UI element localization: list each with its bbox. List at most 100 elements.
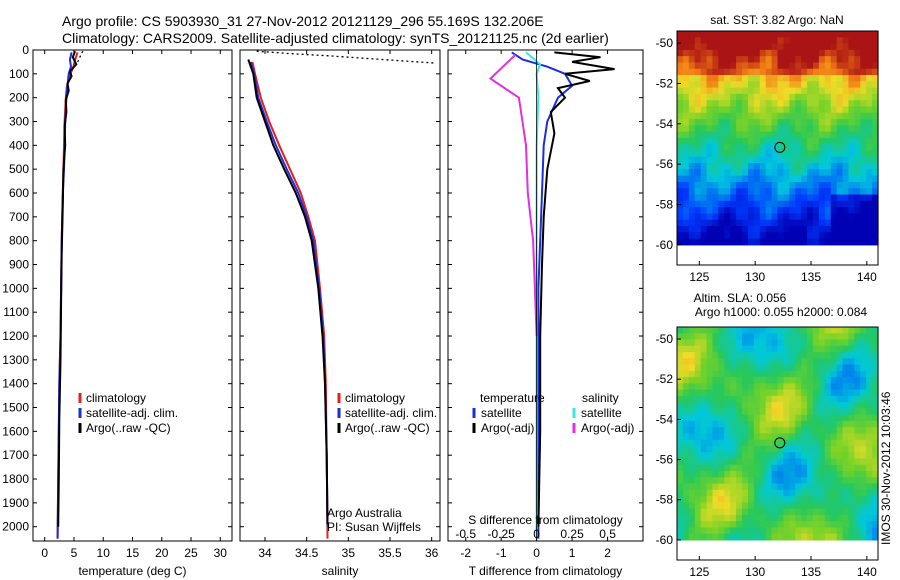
heatmap-cell <box>771 471 779 478</box>
heatmap-cell <box>783 112 790 120</box>
heatmap-cell <box>753 408 761 416</box>
heatmap-cell <box>860 333 867 341</box>
heatmap-cell <box>807 471 814 478</box>
heatmap-cell <box>753 508 761 516</box>
heatmap-cell <box>777 49 785 57</box>
heatmap-cell <box>677 156 684 164</box>
heatmap-cell <box>824 333 832 341</box>
heatmap-cell <box>718 232 725 240</box>
heatmap-cell <box>718 471 725 478</box>
heatmap-cell <box>759 358 767 366</box>
heatmap-cell <box>872 358 879 366</box>
heatmap-cell <box>789 219 796 227</box>
heatmap-cell <box>706 521 714 528</box>
heatmap-cell <box>854 75 861 82</box>
heatmap-cell <box>724 175 731 183</box>
heatmap-cell <box>771 93 779 101</box>
heatmap-cell <box>730 433 737 441</box>
figure-title-line2: Climatology: CARS2009. Satellite-adjuste… <box>62 30 609 46</box>
heatmap-cell <box>730 508 737 516</box>
heatmap-cell <box>866 31 873 38</box>
heatmap-cell <box>807 81 814 89</box>
heatmap-cell <box>765 181 773 189</box>
heatmap-cell <box>836 377 844 384</box>
heatmap-cell <box>777 81 785 89</box>
heatmap-cell <box>824 207 832 214</box>
heatmap-cell <box>724 188 731 196</box>
heatmap-cell <box>753 395 761 403</box>
heatmap-cell <box>718 496 725 503</box>
heatmap-cell <box>730 181 737 189</box>
heatmap-cell <box>724 112 731 120</box>
heatmap-cell <box>694 106 702 114</box>
heatmap-cell <box>830 420 838 428</box>
heatmap-cell <box>836 439 844 447</box>
heatmap-cell <box>866 420 873 428</box>
heatmap-cell <box>742 225 749 233</box>
heatmap-cell <box>688 137 696 145</box>
heatmap-cell <box>706 508 714 516</box>
heatmap-cell <box>836 496 844 503</box>
heatmap-cell <box>706 49 714 57</box>
heatmap-cell <box>777 175 785 183</box>
heatmap-cell <box>807 477 814 485</box>
heatmap-cell <box>830 106 838 114</box>
heatmap-cell <box>842 420 850 428</box>
heatmap-cell <box>866 207 873 214</box>
heatmap-cell <box>677 43 684 51</box>
heatmap-cell <box>848 232 855 240</box>
heatmap-cell <box>789 163 796 170</box>
heatmap-cell <box>777 508 785 516</box>
heatmap-cell <box>694 477 702 485</box>
heatmap-cell <box>765 37 773 45</box>
heatmap-cell <box>842 37 850 45</box>
heatmap-cell <box>872 131 879 139</box>
heatmap-cell <box>688 119 696 126</box>
heatmap-cell <box>860 420 867 428</box>
heatmap-cell <box>872 106 879 114</box>
heatmap-cell <box>812 514 820 522</box>
heatmap-cell <box>706 144 714 152</box>
heatmap-cell <box>801 49 808 57</box>
heatmap-cell <box>700 56 708 64</box>
heatmap-cell <box>771 327 779 334</box>
heatmap-cell <box>747 31 755 38</box>
heatmap-cell <box>848 508 855 516</box>
heatmap-cell <box>801 93 808 101</box>
heatmap-cell <box>860 131 867 139</box>
heatmap-cell <box>860 521 867 528</box>
heatmap-cell <box>836 427 844 435</box>
heatmap-cell <box>818 427 826 435</box>
heatmap-cell <box>712 194 719 202</box>
heatmap-cell <box>789 238 796 246</box>
heatmap-cell <box>818 87 826 95</box>
heatmap-cell <box>854 93 861 101</box>
x-axis-label: T difference from climatology <box>469 564 623 578</box>
heatmap-cell <box>824 533 832 541</box>
heatmap-cell <box>700 100 708 108</box>
heatmap-cell <box>712 181 719 189</box>
heatmap-cell <box>736 496 743 503</box>
heatmap-cell <box>818 175 826 183</box>
heatmap-cell <box>682 200 690 208</box>
heatmap-cell <box>712 43 719 51</box>
heatmap-cell <box>712 175 719 183</box>
heatmap-cell <box>860 414 867 422</box>
heatmap-cell <box>848 452 855 460</box>
heatmap-cell <box>771 458 779 466</box>
x-tick-label: 0 <box>41 546 48 560</box>
heatmap-cell <box>730 395 737 403</box>
heatmap-cell <box>777 200 785 208</box>
heatmap-cell <box>765 68 773 76</box>
heatmap-cell <box>730 370 737 378</box>
heatmap-cell <box>747 87 755 95</box>
heatmap-cell <box>783 131 790 139</box>
heatmap-cell <box>724 527 731 535</box>
heatmap-cell <box>789 106 796 114</box>
heatmap-cell <box>765 150 773 158</box>
heatmap-cell <box>789 339 796 347</box>
heatmap-cell <box>694 521 702 528</box>
heatmap-cell <box>824 339 832 347</box>
heatmap-cell <box>777 458 785 466</box>
heatmap-cell <box>842 232 850 240</box>
